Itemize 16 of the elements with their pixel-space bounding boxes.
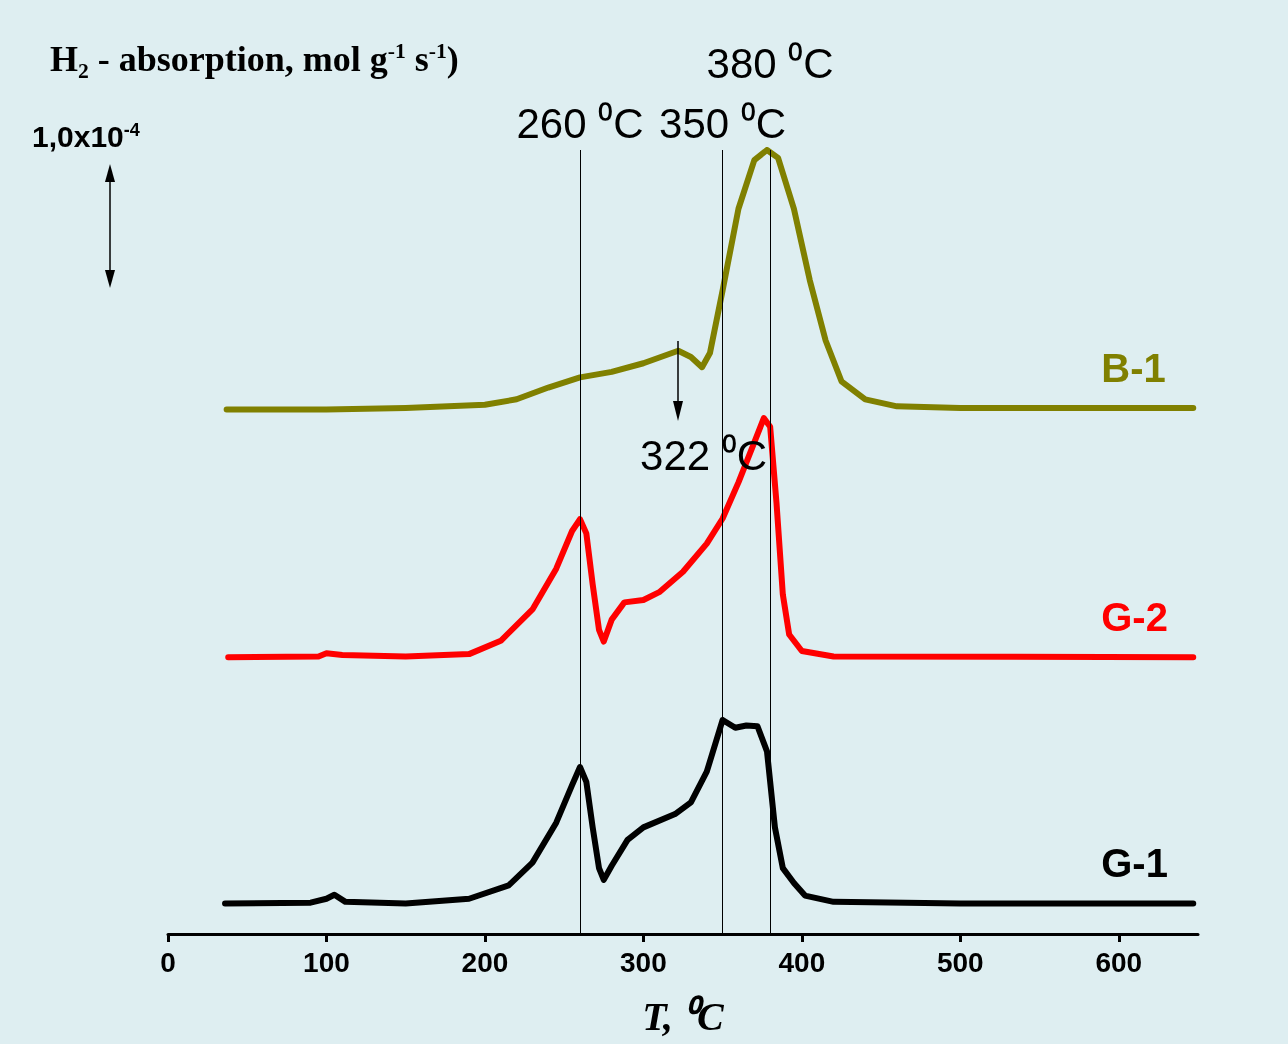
ref-line-label: 380 ⁰C bbox=[706, 39, 834, 87]
series-label: G-2 bbox=[1101, 595, 1168, 640]
series-label: B-1 bbox=[1101, 345, 1166, 390]
x-tick-label: 200 bbox=[461, 946, 509, 978]
ref-line-label: 260 ⁰C bbox=[516, 99, 644, 147]
ref-line-label: 350 ⁰C bbox=[659, 99, 787, 147]
x-tick-label: 400 bbox=[778, 946, 826, 978]
y-axis-title: H₂ - absorption, mol g$^{-1}$ s$^{-1}$) bbox=[50, 38, 459, 80]
x-tick-label: 100 bbox=[303, 946, 350, 978]
text: 1,0x10$^{-4}$ bbox=[32, 120, 140, 154]
x-tick-label: 0 bbox=[160, 946, 176, 978]
x-axis-title: T, ⁰C bbox=[642, 993, 726, 1039]
x-tick-label: 300 bbox=[620, 946, 667, 978]
x-tick-label: 500 bbox=[936, 946, 984, 978]
x-tick-label: 600 bbox=[1095, 946, 1143, 978]
series-label: G-1 bbox=[1101, 841, 1168, 886]
